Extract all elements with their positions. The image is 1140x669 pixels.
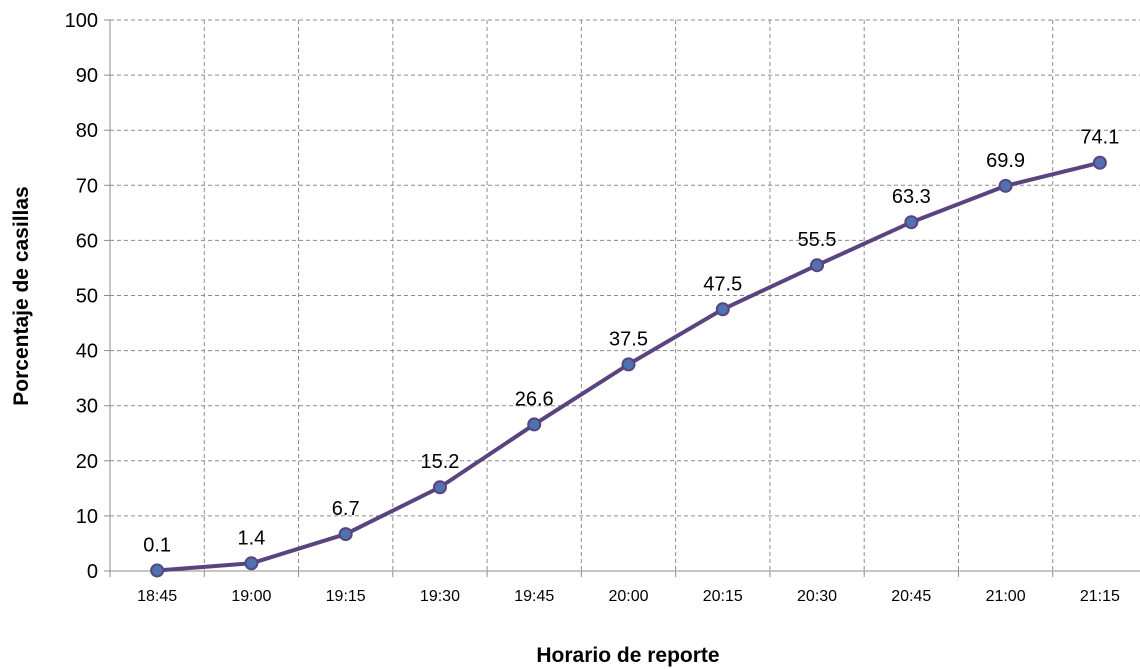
y-tick-label: 30 <box>76 396 98 418</box>
y-tick-label: 0 <box>87 561 98 583</box>
y-tick-label: 60 <box>76 230 98 252</box>
data-label: 37.5 <box>609 328 648 350</box>
data-label: 55.5 <box>798 229 837 251</box>
grid-lines <box>110 19 1140 571</box>
data-point <box>527 417 542 432</box>
x-tick-label: 19:45 <box>514 588 554 605</box>
y-tick-label: 90 <box>76 65 98 87</box>
data-point <box>338 527 353 542</box>
x-axis-title: Horario de reporte <box>536 644 719 667</box>
data-label: 0.1 <box>143 534 171 556</box>
data-label: 63.3 <box>892 186 931 208</box>
x-tick-label: 21:00 <box>986 588 1026 605</box>
data-point <box>621 357 636 372</box>
data-point <box>1092 155 1107 170</box>
y-tick-label: 100 <box>65 10 98 32</box>
data-point <box>904 215 919 230</box>
x-tick-label: 18:45 <box>137 588 177 605</box>
data-labels: 0.1 1.4 6.7 15.2 26.6 37.5 47.5 55.5 63.3 69.9 74.… <box>143 127 1119 557</box>
data-point <box>150 563 165 578</box>
x-tick-label: 20:00 <box>608 588 648 605</box>
data-point <box>998 178 1013 193</box>
x-tick-label: 20:30 <box>797 588 837 605</box>
data-label: 1.4 <box>238 527 266 549</box>
data-label: 6.7 <box>332 498 360 520</box>
y-tick-label: 40 <box>76 341 98 363</box>
y-tick-label: 50 <box>76 286 98 308</box>
x-tick-label: 20:15 <box>703 588 743 605</box>
data-point <box>432 480 447 495</box>
data-label: 26.6 <box>515 388 554 410</box>
data-label: 15.2 <box>420 451 459 473</box>
y-tick-label: 20 <box>76 451 98 473</box>
y-tick-labels: 0 10 20 30 40 50 60 70 80 90 100 <box>65 10 98 583</box>
data-point <box>244 556 259 571</box>
data-label: 47.5 <box>703 273 742 295</box>
x-tick-labels: 18:45 19:00 19:15 19:30 19:45 20:00 20:15 20:30… <box>137 588 1120 605</box>
data-label: 74.1 <box>1080 127 1119 149</box>
axes <box>104 19 1140 577</box>
data-label: 69.9 <box>986 150 1025 172</box>
x-tick-label: 20:45 <box>891 588 931 605</box>
data-point <box>810 258 825 273</box>
x-tick-label: 21:15 <box>1080 588 1120 605</box>
y-axis-title: Porcentaje de casillas <box>10 186 33 405</box>
x-tick-label: 19:30 <box>420 588 460 605</box>
x-tick-label: 19:00 <box>231 588 271 605</box>
y-tick-label: 80 <box>76 120 98 142</box>
y-tick-label: 10 <box>76 506 98 528</box>
series-line-group <box>150 155 1107 578</box>
x-tick-label: 19:15 <box>326 588 366 605</box>
y-tick-label: 70 <box>76 175 98 197</box>
data-point <box>715 302 730 317</box>
